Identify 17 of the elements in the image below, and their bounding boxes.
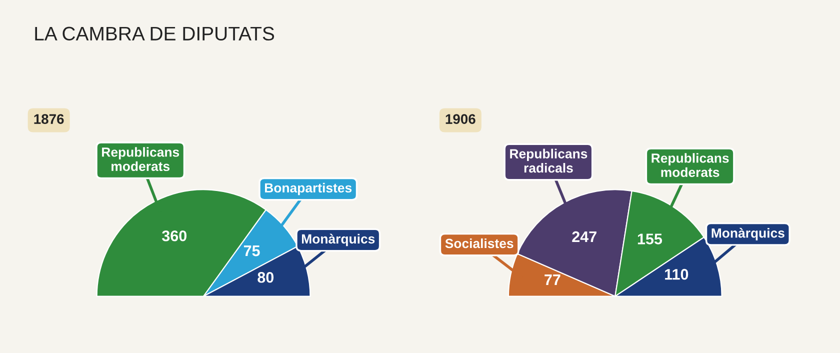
slice-label: Bonapartistes [265, 182, 352, 196]
slice-label: Republicans moderats [102, 147, 180, 172]
slice-label: Monàrquics [712, 228, 784, 240]
slice-label: Monàrquics [302, 234, 375, 246]
data-label: 110 [665, 268, 688, 280]
data-label: 77 [544, 274, 560, 286]
chart-title: LA CAMBRA DE DIPUTATS [35, 26, 274, 41]
chart-subtitle: 1876 [34, 114, 64, 124]
slice-label: Republicans radicals [510, 148, 588, 173]
chart-subtitle: 1906 [446, 114, 476, 124]
data-label: 360 [162, 230, 186, 242]
data-label: 247 [572, 231, 596, 242]
slice-label: Socialistes [445, 238, 514, 248]
data-label: 80 [258, 272, 274, 283]
data-label: 75 [244, 246, 260, 256]
data-label: 155 [638, 234, 662, 244]
slice-label: Republicans moderats [652, 153, 729, 178]
